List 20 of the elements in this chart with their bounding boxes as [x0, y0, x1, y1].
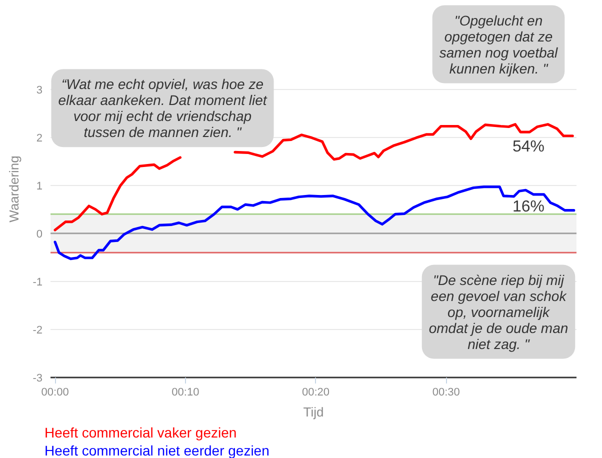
line-series: [54, 185, 576, 260]
x-tick-label: 00:30: [432, 386, 460, 398]
annotation: 54%: [512, 138, 545, 156]
text: "Opgelucht en opgetogen dat ze samen nog voetbal kunnen kijken. ": [439, 12, 559, 76]
annotation: “Wat me echt opviel, was hoe ze elkaar aankeken. Dat moment liet voor mij echt de vriendschap tussen de mannen zien. ": [58, 76, 268, 140]
x-tick-label: 00:00: [41, 386, 69, 398]
y-tick-label: 3: [36, 84, 43, 96]
y-tick-label: -1: [32, 276, 42, 288]
y-tick-label: 1: [36, 180, 43, 192]
y-tick-label: -3: [32, 372, 42, 384]
annotation: 16%: [512, 198, 545, 216]
x-tick-label: 00:20: [302, 386, 330, 398]
text: Heeft commercial vaker gezien: [44, 424, 237, 440]
annotation: "De scène riep bij mij een gevoel van schok op, voornamelijk omdat je de oude man niet zag. ": [428, 272, 568, 352]
x-axis-title: Tijd: [303, 404, 324, 420]
y-axis-title: Waardering: [6, 156, 22, 222]
x-tick-label: 00:10: [172, 386, 200, 398]
y-tick-label: 0: [36, 228, 43, 240]
y-tick-label: 2: [36, 132, 43, 144]
y-tick-label: -2: [32, 324, 42, 336]
